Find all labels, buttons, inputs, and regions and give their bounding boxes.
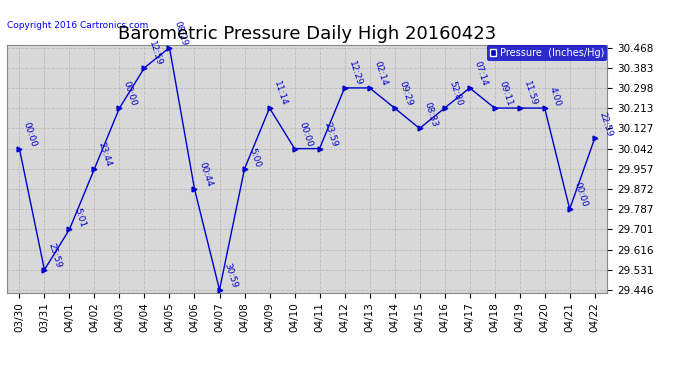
Text: 52:80: 52:80 — [447, 80, 464, 108]
Text: 11:14: 11:14 — [272, 80, 288, 108]
Text: 5:01: 5:01 — [72, 207, 87, 229]
Text: 08:33: 08:33 — [422, 100, 439, 128]
Text: Copyright 2016 Cartronics.com: Copyright 2016 Cartronics.com — [7, 21, 148, 30]
Text: 07:14: 07:14 — [472, 60, 489, 87]
Text: 09:11: 09:11 — [497, 80, 513, 108]
Text: 08:29: 08:29 — [172, 20, 188, 47]
Text: 02:14: 02:14 — [372, 60, 388, 87]
Text: 12:59: 12:59 — [147, 40, 164, 67]
Text: 23:44: 23:44 — [97, 141, 113, 168]
Text: 00:00: 00:00 — [297, 121, 313, 148]
Text: 23:59: 23:59 — [322, 121, 339, 148]
Title: Barometric Pressure Daily High 20160423: Barometric Pressure Daily High 20160423 — [118, 26, 496, 44]
Text: 00:00: 00:00 — [572, 181, 589, 209]
Text: 09:29: 09:29 — [397, 80, 413, 108]
Text: 00:00: 00:00 — [22, 121, 39, 148]
Text: 22:59: 22:59 — [598, 111, 613, 138]
Text: 00:44: 00:44 — [197, 161, 213, 188]
Text: 00:00: 00:00 — [122, 80, 139, 108]
Text: 5:00: 5:00 — [247, 146, 262, 168]
Legend: Pressure  (Inches/Hg): Pressure (Inches/Hg) — [487, 45, 607, 61]
Text: 25:59: 25:59 — [47, 242, 63, 269]
Text: 11:59: 11:59 — [522, 80, 539, 108]
Text: 12:29: 12:29 — [347, 60, 364, 87]
Text: 30:59: 30:59 — [222, 262, 239, 290]
Text: 4:00: 4:00 — [547, 86, 562, 108]
